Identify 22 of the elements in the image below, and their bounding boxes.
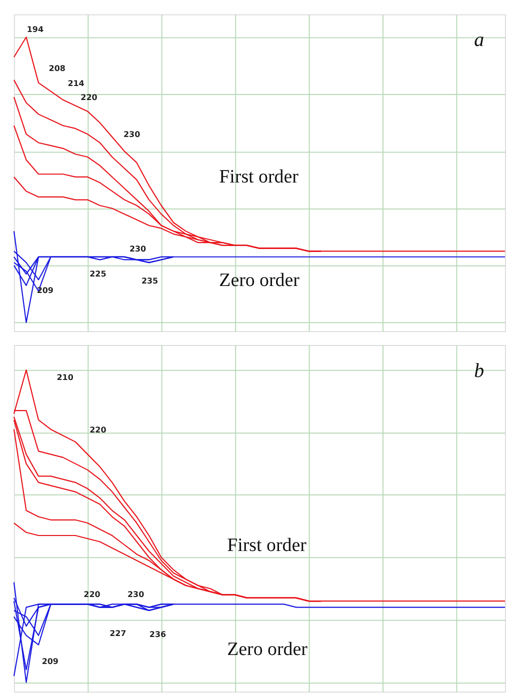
annotation: 209: [42, 656, 59, 666]
text: 194: [26, 25, 44, 34]
annotation: 236: [149, 630, 166, 639]
annotation: First order: [219, 166, 300, 188]
annotation: 227: [110, 628, 126, 638]
chart-title: b: [474, 360, 484, 382]
annotation: Zero order: [227, 638, 308, 660]
annotation: 235: [141, 276, 158, 286]
annotation: 220: [80, 92, 98, 102]
annotation: 214: [68, 79, 85, 88]
annotation: 209: [36, 286, 54, 296]
chart-title: a: [474, 29, 484, 52]
annotation: 220: [84, 590, 101, 600]
annotation: 225: [90, 269, 106, 278]
annotation: 230: [128, 590, 145, 600]
annotation: 220: [90, 426, 107, 435]
annotation: 230: [129, 244, 147, 254]
annotation: 208: [48, 64, 66, 74]
annotation: 230: [124, 130, 141, 139]
annotation: Zero order: [219, 270, 300, 292]
annotation: First order: [227, 535, 308, 556]
annotation: 210: [56, 372, 74, 382]
